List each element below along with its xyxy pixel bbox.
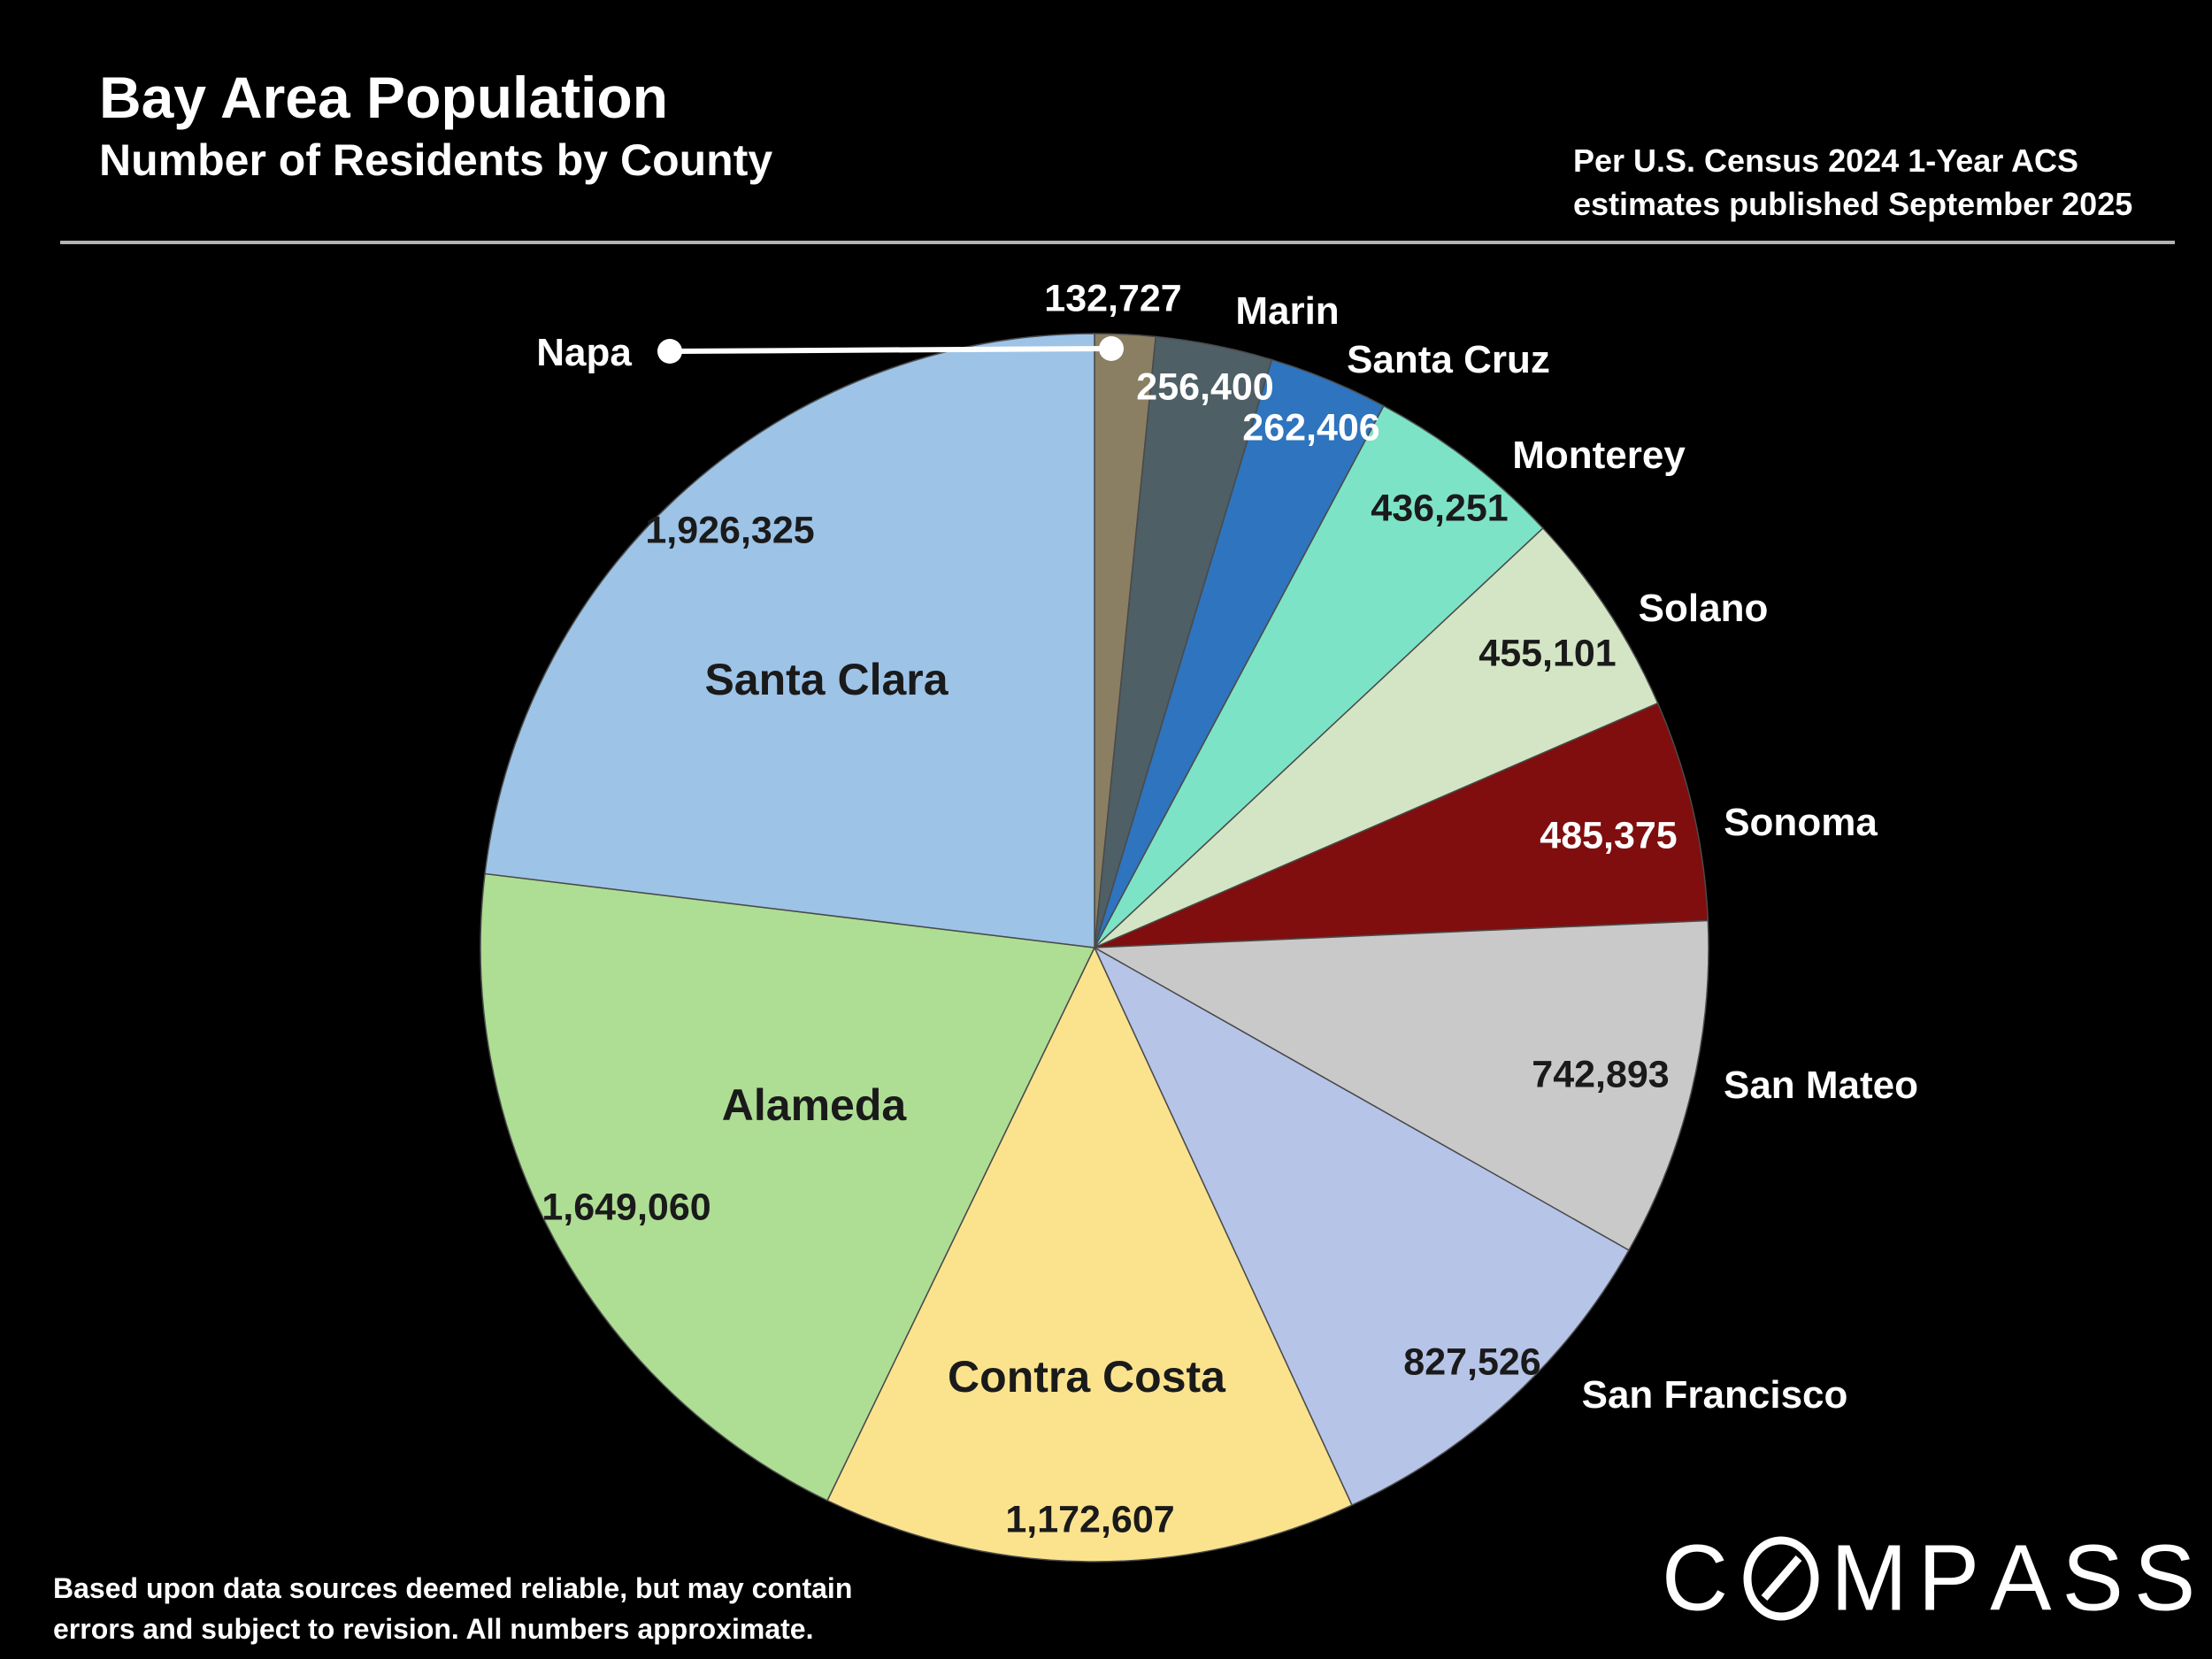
- compass-o-icon: [1740, 1534, 1822, 1623]
- page-subtitle: Number of Residents by County: [99, 135, 773, 185]
- compass-letter-c-0: C: [1662, 1525, 1740, 1632]
- source-credit-line2: estimates published September 2025: [1573, 185, 2133, 222]
- county-value-marin: 256,400: [1136, 365, 1274, 409]
- pie-slice-contra-costa: [826, 946, 1353, 1563]
- pie-slice-sonoma: [1094, 702, 1709, 949]
- county-label-monterey: Monterey: [1512, 434, 1686, 477]
- county-value-monterey: 436,251: [1371, 487, 1509, 530]
- pie-slice-alameda: [480, 872, 1096, 1502]
- county-label-sonoma: Sonoma: [1724, 801, 1878, 844]
- county-value-napa: 132,727: [1044, 277, 1182, 320]
- header-divider: [60, 241, 2175, 244]
- napa-callout-line: [657, 336, 1124, 364]
- source-credit-line1: Per U.S. Census 2024 1-Year ACS: [1573, 142, 2078, 179]
- pie-slice-san-mateo: [1092, 919, 1709, 1252]
- pie-slice-santa-clara: [484, 333, 1095, 949]
- pie-slice-san-francisco: [1093, 946, 1630, 1507]
- county-value-santa-cruz: 262,406: [1242, 406, 1380, 449]
- county-label-alameda: Alameda: [721, 1080, 907, 1130]
- county-value-sonoma: 485,375: [1540, 814, 1678, 857]
- compass-letter-p-3: P: [1917, 1525, 1991, 1632]
- pie-slice-monterey: [1094, 404, 1544, 949]
- county-label-san-francisco: San Francisco: [1581, 1373, 1848, 1417]
- county-label-contra-costa: Contra Costa: [948, 1352, 1225, 1402]
- county-label-solano: Solano: [1638, 587, 1769, 630]
- county-label-santa-clara: Santa Clara: [704, 655, 949, 704]
- county-label-marin: Marin: [1235, 289, 1340, 333]
- compass-letter-m-2: M: [1831, 1525, 1918, 1632]
- county-value-alameda: 1,649,060: [541, 1186, 711, 1229]
- disclaimer: Based upon data sources deemed reliable,…: [53, 1568, 852, 1650]
- compass-letter-s-6: S: [2133, 1525, 2207, 1632]
- county-value-contra-costa: 1,172,607: [1005, 1498, 1175, 1541]
- compass-letter-s-5: S: [2062, 1525, 2134, 1632]
- county-label-napa: Napa: [536, 331, 632, 374]
- county-value-san-francisco: 827,526: [1403, 1340, 1541, 1384]
- county-value-solano: 455,101: [1479, 632, 1617, 675]
- county-value-san-mateo: 742,893: [1532, 1053, 1670, 1096]
- source-credit: Per U.S. Census 2024 1-Year ACS estimate…: [1573, 140, 2132, 226]
- county-label-san-mateo: San Mateo: [1723, 1064, 1919, 1107]
- pie-slice-solano: [1094, 526, 1659, 949]
- county-value-santa-clara: 1,926,325: [645, 509, 815, 552]
- disclaimer-line1: Based upon data sources deemed reliable,…: [53, 1572, 853, 1604]
- disclaimer-line2: errors and subject to revision. All numb…: [53, 1613, 814, 1646]
- county-label-santa-cruz: Santa Cruz: [1347, 338, 1550, 381]
- compass-letter-a-4: A: [1990, 1525, 2062, 1632]
- page-title: Bay Area Population: [99, 65, 669, 130]
